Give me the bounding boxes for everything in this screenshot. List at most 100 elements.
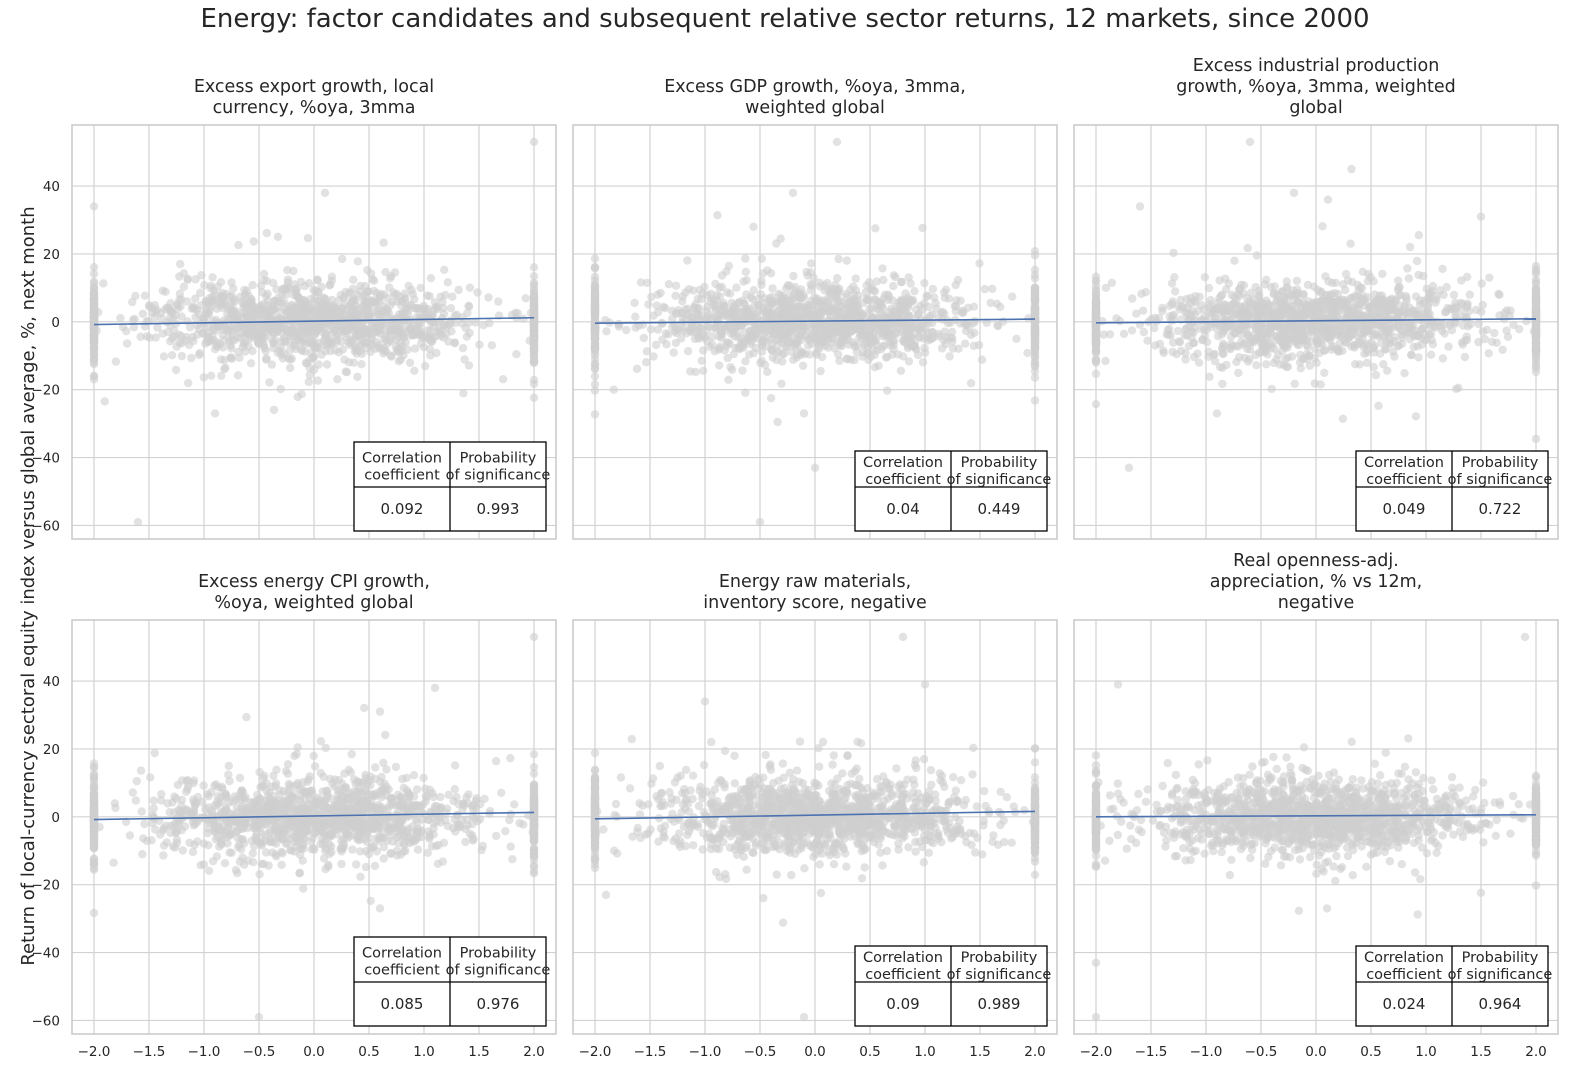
scatter-point — [980, 284, 990, 294]
scatter-point — [145, 333, 154, 342]
scatter-point — [853, 341, 862, 350]
scatter-point — [1316, 380, 1325, 389]
scatter-point — [1362, 326, 1372, 335]
scatter-point — [1422, 284, 1431, 293]
scatter-point — [794, 289, 804, 298]
scatter-point — [630, 298, 639, 308]
scatter-point — [957, 308, 967, 317]
scatter-point — [833, 273, 842, 283]
scatter-point — [249, 237, 258, 246]
scatter-point — [1447, 304, 1456, 314]
scatter-point — [757, 280, 766, 289]
scatter-point — [741, 388, 750, 397]
scatter-point — [1298, 355, 1308, 364]
stats-table-value: 0.722 — [1479, 500, 1522, 518]
scatter-point — [1240, 338, 1250, 348]
scatter-point — [188, 332, 197, 342]
scatter-point — [1189, 338, 1198, 348]
scatter-point — [1357, 283, 1367, 293]
scatter-point — [314, 297, 323, 306]
scatter-point — [138, 309, 148, 318]
scatter-point — [945, 352, 954, 361]
scatter-point — [1327, 290, 1336, 299]
scatter-point — [699, 366, 708, 375]
scatter-point — [711, 279, 720, 289]
scatter-point — [1449, 290, 1459, 300]
scatter-point — [352, 290, 362, 299]
scatter-point — [321, 340, 330, 349]
scatter-point — [1200, 273, 1210, 282]
scatter-point — [1243, 243, 1252, 253]
scatter-point — [529, 375, 539, 385]
scatter-point — [1403, 264, 1412, 273]
scatter-point — [370, 861, 380, 871]
scatter-point — [909, 341, 918, 351]
scatter-point — [1426, 350, 1436, 359]
scatter-point — [195, 288, 205, 297]
scatter-point — [1431, 298, 1440, 307]
scatter-point — [529, 272, 539, 281]
scatter-point — [729, 349, 738, 359]
scatter-point — [1438, 264, 1447, 273]
scatter-point — [879, 311, 888, 320]
scatter-point — [1531, 327, 1541, 337]
scatter-point — [1158, 306, 1167, 316]
scatter-point — [590, 272, 600, 281]
scatter-point — [1202, 337, 1212, 347]
scatter-point — [741, 357, 750, 366]
stats-table-value: 0.092 — [381, 500, 424, 518]
scatter-point — [166, 299, 175, 308]
scatter-point — [755, 517, 765, 527]
scatter-point — [336, 290, 345, 300]
scatter-point — [1166, 316, 1176, 325]
scatter-point — [1105, 330, 1115, 339]
scatter-point — [851, 274, 860, 283]
scatter-point — [1421, 329, 1430, 339]
scatter-point — [122, 339, 132, 348]
scatter-point — [826, 329, 836, 338]
scatter-point — [631, 323, 640, 332]
scatter-point — [246, 359, 256, 368]
scatter-point — [276, 384, 285, 394]
scatter-point — [713, 211, 722, 220]
scatter-point — [1251, 350, 1260, 360]
scatter-point — [208, 296, 217, 305]
scatter-point — [920, 343, 929, 353]
scatter-point — [1419, 299, 1428, 308]
scatter-point — [662, 340, 671, 349]
stats-table-value: 0.049 — [1383, 500, 1426, 518]
scatter-point — [835, 356, 844, 366]
scatter-point — [159, 352, 169, 361]
scatter-point — [512, 350, 521, 359]
scatter-point — [529, 263, 539, 272]
scatter-point — [269, 278, 278, 288]
scatter-point — [1531, 434, 1541, 444]
panel-title: Excess export growth, local currency, %oy… — [194, 77, 434, 118]
scatter-point — [389, 288, 398, 297]
scatter-point — [1030, 308, 1040, 318]
scatter-point — [810, 332, 819, 341]
scatter-point — [487, 341, 497, 350]
scatter-point — [664, 280, 674, 289]
scatter-point — [421, 361, 430, 371]
scatter-point — [348, 325, 357, 335]
scatter-point — [750, 301, 760, 310]
scatter-point — [337, 254, 347, 264]
scatter-point — [464, 302, 474, 311]
scatter-point — [1215, 362, 1225, 372]
scatter-point — [920, 278, 929, 288]
scatter-point — [1428, 340, 1438, 349]
scatter-point — [494, 297, 503, 306]
scatter-point — [1291, 337, 1300, 347]
scatter-point — [447, 327, 456, 336]
scatter-point — [1204, 347, 1213, 356]
scatter-point — [1348, 325, 1358, 334]
scatter-point — [1414, 231, 1424, 240]
scatter-point — [237, 297, 247, 306]
scatter-point — [1309, 282, 1319, 291]
scatter-point — [820, 281, 829, 290]
scatter-point — [179, 282, 189, 291]
scatter-point — [89, 358, 99, 367]
scatter-point — [328, 339, 337, 348]
